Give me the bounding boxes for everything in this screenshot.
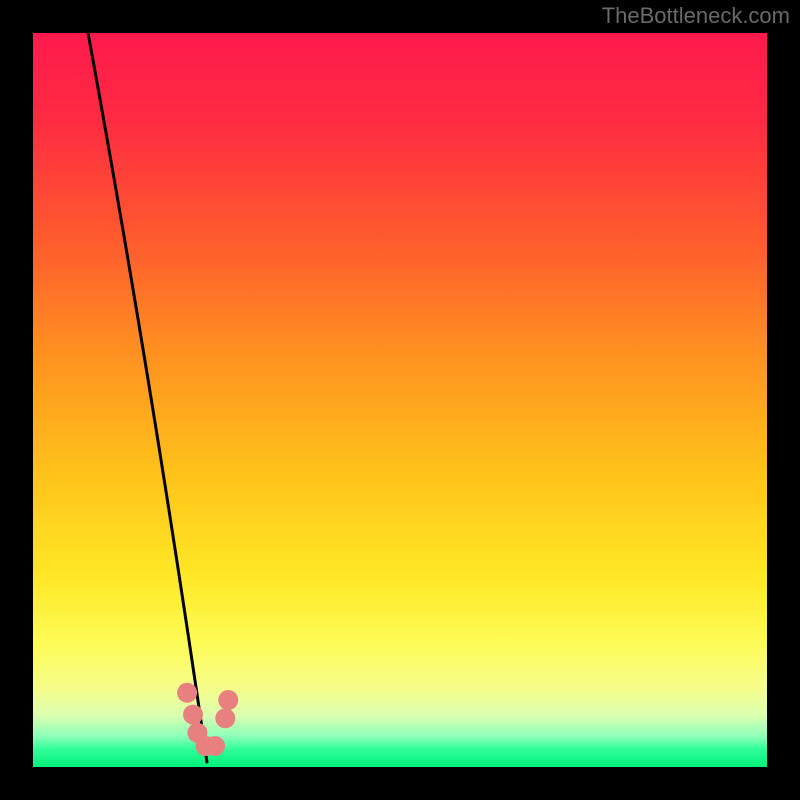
marker-point: [215, 708, 235, 728]
plot-background: [33, 33, 767, 767]
chart-container: TheBottleneck.com: [0, 0, 800, 800]
marker-point: [183, 705, 203, 725]
bottleneck-plot: [0, 0, 800, 800]
marker-point: [205, 736, 225, 756]
marker-point: [218, 690, 238, 710]
marker-point: [177, 683, 197, 703]
watermark-text: TheBottleneck.com: [602, 3, 790, 29]
